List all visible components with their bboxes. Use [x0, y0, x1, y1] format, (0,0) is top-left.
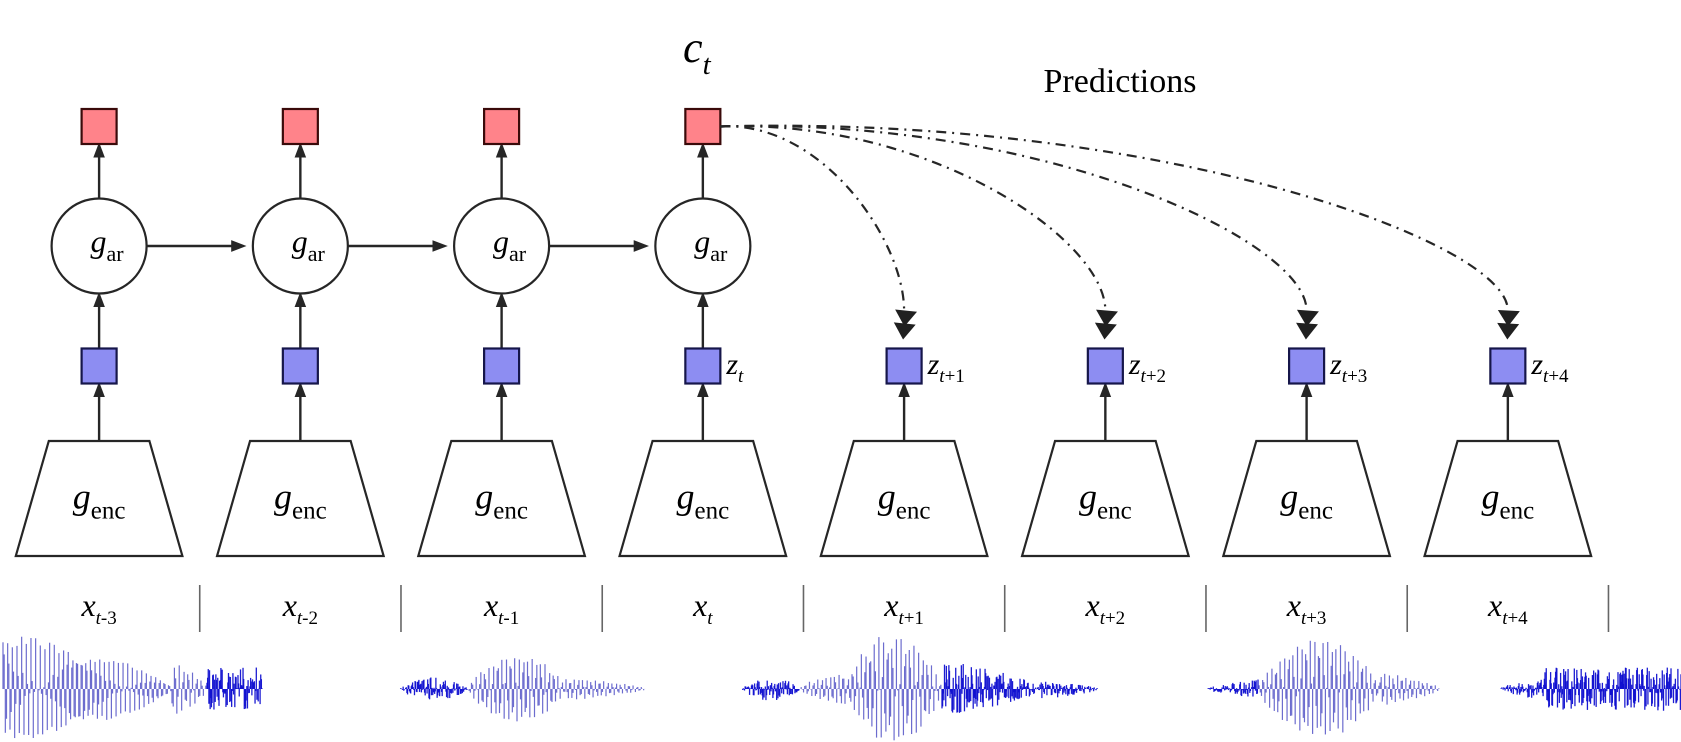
svg-text:Predictions: Predictions	[1044, 63, 1197, 100]
